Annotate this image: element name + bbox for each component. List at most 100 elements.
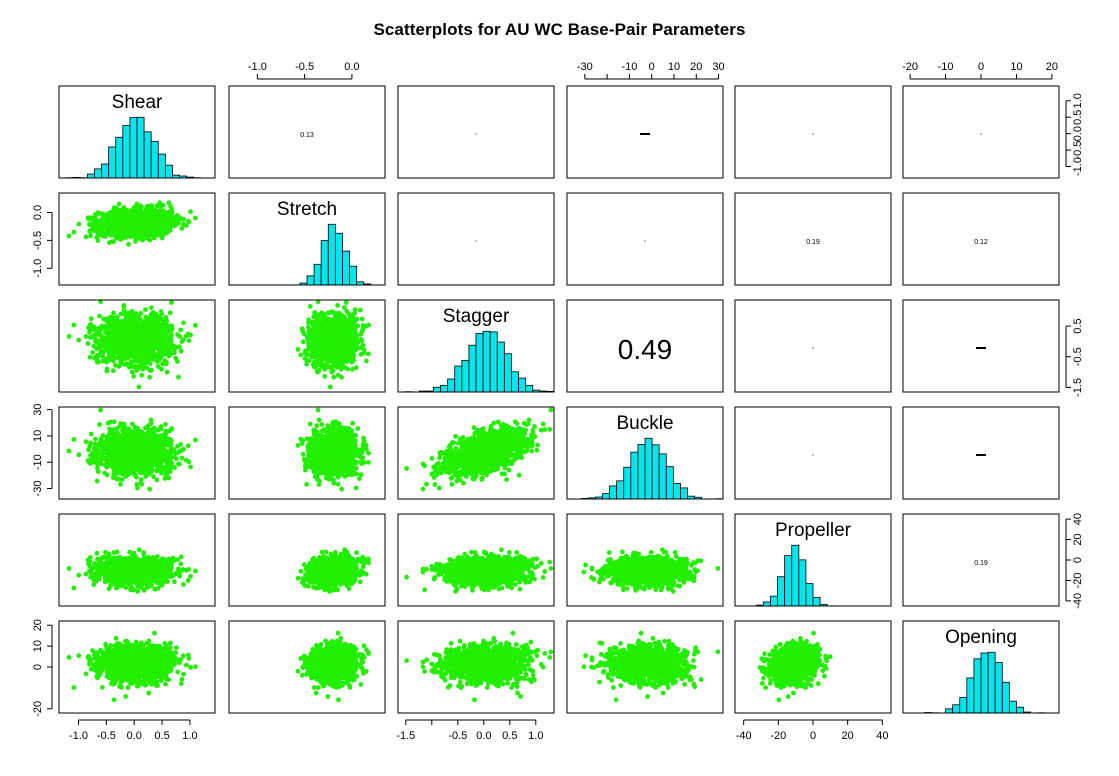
histogram-bar [102, 164, 109, 178]
histogram-bar [441, 385, 448, 392]
scatter-point [143, 307, 148, 312]
scatter-point [130, 370, 135, 375]
scatter-point [95, 479, 100, 484]
scatter-point [176, 375, 181, 380]
scatter-point [151, 357, 156, 362]
scatter-point [143, 235, 148, 240]
scatter-point [168, 310, 173, 315]
scatter-point [162, 322, 167, 327]
histogram-bar [462, 360, 469, 392]
scatter-point [106, 331, 111, 336]
histogram-bar [490, 332, 497, 392]
scatter-point [122, 325, 127, 330]
panel-frame [735, 86, 891, 178]
scatter-point [72, 323, 77, 328]
scatter-point [148, 361, 153, 366]
scatter-point [346, 333, 351, 338]
scatter-point [165, 227, 170, 232]
scatter-point [193, 216, 198, 221]
histogram-bar [144, 132, 151, 178]
scatter-point [170, 327, 175, 332]
scatter-point [312, 345, 317, 350]
scatter-point [93, 215, 98, 220]
scatter-point [305, 335, 310, 340]
scatter-point [84, 439, 89, 444]
scatter-point [95, 220, 100, 225]
scatter-point [314, 338, 319, 343]
scatter-point [108, 346, 113, 351]
scatter-point [159, 309, 164, 314]
scatter-point [179, 349, 184, 354]
scatter-point [124, 351, 129, 356]
scatter-point [88, 328, 93, 333]
correlation-mark [640, 133, 650, 135]
scatter-point [117, 202, 122, 207]
panel-frame [903, 300, 1059, 392]
scatter-point [301, 339, 306, 344]
scatter-point [322, 314, 327, 319]
scatter-point [120, 352, 125, 357]
scatter-point [113, 363, 118, 368]
scatter-point [112, 338, 117, 343]
histogram-bar [130, 118, 137, 178]
scatter-point [141, 212, 146, 217]
scatter-point [361, 343, 366, 348]
scatter-point [135, 352, 140, 357]
histogram-bar [519, 378, 526, 392]
scatter-point [330, 368, 335, 373]
histogram-bar [448, 379, 455, 392]
scatter-point [119, 312, 124, 317]
scatter-point [347, 342, 352, 347]
scatter-point [186, 443, 191, 448]
scatter-point [169, 300, 174, 305]
scatter-point [331, 353, 336, 358]
scatter-point [188, 465, 193, 470]
scatter-point [76, 222, 81, 227]
scatter-point [100, 354, 105, 359]
histogram-bar [165, 165, 172, 178]
scatter-point [176, 221, 181, 226]
scatter-point [136, 314, 141, 319]
histogram-bar [116, 137, 123, 178]
scatter-point [96, 469, 101, 474]
scatter-point [124, 332, 129, 337]
scatter-point [88, 322, 93, 327]
scatter-point [318, 328, 323, 333]
scatter-point [344, 300, 349, 305]
scatter-point [107, 240, 112, 245]
scatter-point [303, 356, 308, 361]
scatter-point [164, 219, 169, 224]
scatter-point [95, 345, 100, 350]
scatter-point [135, 368, 140, 373]
scatter-point [328, 385, 333, 390]
scatter-point [331, 375, 336, 380]
scatter-point [126, 324, 131, 329]
scatter-point [364, 359, 369, 364]
scatter-point [149, 368, 154, 373]
scatter-point [354, 365, 359, 370]
scatter-point [89, 432, 94, 437]
scatter-point [88, 233, 93, 238]
scatter-point [123, 320, 128, 325]
scatter-point [153, 225, 158, 230]
scatter-point [118, 326, 123, 331]
scatter-point [354, 338, 359, 343]
scatter-point [306, 318, 311, 323]
scatter-point [335, 346, 340, 351]
correlation-label: 0.49 [618, 334, 673, 365]
scatter-point [97, 422, 102, 427]
scatter-point [107, 354, 112, 359]
scatter-point [335, 325, 340, 330]
scatter-point [154, 340, 159, 345]
scatter-point [323, 326, 328, 331]
scatter-point [310, 322, 315, 327]
scatter-point [359, 352, 364, 357]
scatter-point [153, 207, 158, 212]
scatter-point [139, 205, 144, 210]
histogram-bar [433, 387, 440, 392]
scatter-point [159, 317, 164, 322]
scatter-point [336, 321, 341, 326]
scatter-point [364, 324, 369, 329]
scatter-point [146, 354, 151, 359]
